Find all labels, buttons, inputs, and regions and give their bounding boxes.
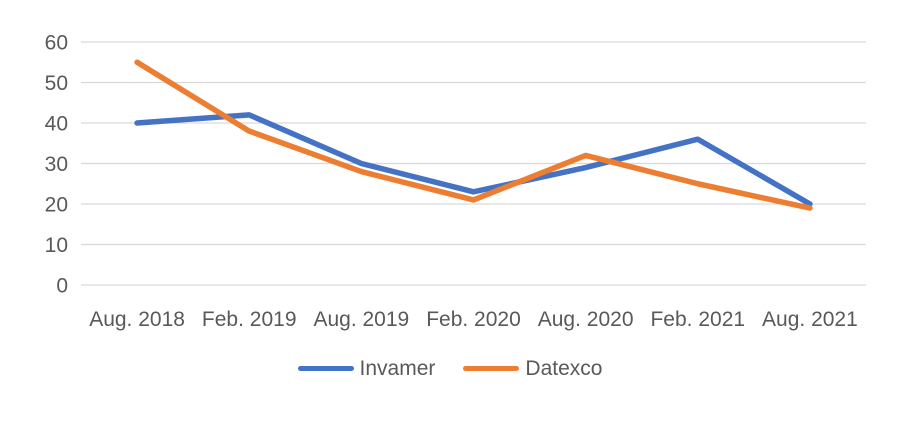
legend-item-invamer: Invamer bbox=[297, 357, 436, 380]
legend-item-datexco: Datexco bbox=[463, 358, 602, 379]
y-tick-label: 0 bbox=[56, 275, 68, 298]
y-tick-label: 50 bbox=[45, 72, 68, 95]
x-tick-label: Feb. 2019 bbox=[202, 308, 297, 331]
x-tick-label: Aug. 2018 bbox=[89, 308, 185, 331]
series-line-invamer bbox=[134, 112, 813, 207]
x-tick-label: Feb. 2020 bbox=[426, 308, 521, 331]
x-tick-label: Aug. 2020 bbox=[538, 308, 634, 331]
y-tick-label: 10 bbox=[45, 234, 68, 257]
x-tick-label: Feb. 2021 bbox=[650, 308, 745, 331]
x-tick-label: Aug. 2021 bbox=[762, 308, 858, 331]
y-tick-label: 30 bbox=[45, 153, 68, 176]
plot-area: 0 10 20 30 40 50 60 Aug. 2018 Feb. 2019 Aug. 2019… bbox=[45, 32, 866, 331]
invamer-line-swatch-icon bbox=[297, 365, 354, 372]
datexco-line-swatch-icon bbox=[463, 365, 520, 372]
y-tick-label: 20 bbox=[45, 194, 68, 217]
y-tick-label: 60 bbox=[45, 32, 68, 55]
legend-label-invamer: Invamer bbox=[359, 357, 436, 380]
chart-legend: Invamer Datexco bbox=[0, 358, 900, 379]
y-tick-label: 40 bbox=[45, 113, 68, 136]
series-line-datexco bbox=[134, 59, 813, 211]
legend-label-datexco: Datexco bbox=[525, 357, 603, 380]
x-tick-label: Aug. 2019 bbox=[313, 308, 409, 331]
